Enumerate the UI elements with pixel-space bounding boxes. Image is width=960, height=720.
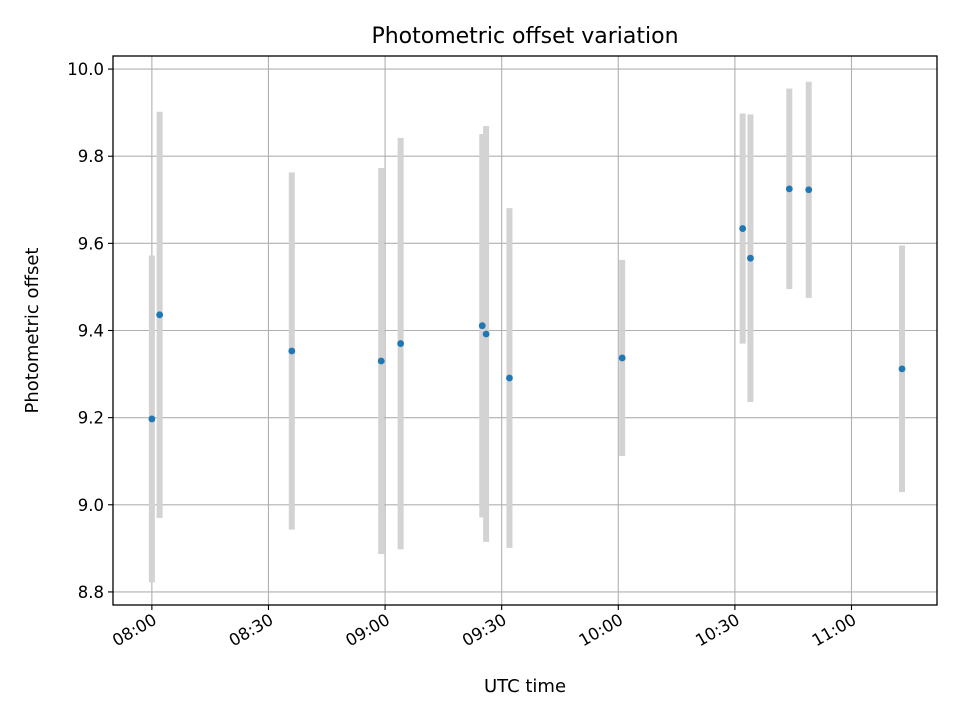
grid-layer <box>113 56 937 605</box>
data-point <box>739 225 747 232</box>
y-axis-label: Photometric offset <box>22 248 43 414</box>
y-tick-label: 9.0 <box>78 496 104 515</box>
data-point <box>156 311 164 319</box>
y-tick-label: 9.8 <box>78 147 104 166</box>
data-point <box>506 374 513 382</box>
x-tick-label: 09:30 <box>459 610 510 650</box>
chart-title: Photometric offset variation <box>371 24 678 49</box>
y-tick-label: 8.8 <box>78 583 104 602</box>
x-tick-label: 08:30 <box>226 610 277 650</box>
data-point <box>618 354 626 362</box>
data-point <box>377 357 385 365</box>
x-tick-label: 11:00 <box>809 610 860 650</box>
data-point <box>785 185 793 193</box>
data-point <box>148 415 156 423</box>
data-point <box>397 340 405 347</box>
y-tick-label: 9.6 <box>78 234 104 253</box>
data-point <box>478 322 486 330</box>
y-tick-label: 9.4 <box>78 322 104 341</box>
x-tick-label: 10:30 <box>692 610 743 650</box>
x-tick-label: 08:00 <box>109 610 160 650</box>
data-point <box>288 347 296 355</box>
x-tick-label: 10:00 <box>576 610 627 650</box>
errorbar-layer <box>148 81 906 583</box>
y-tick-label: 10.0 <box>67 60 104 79</box>
y-tick-label: 9.2 <box>78 409 104 428</box>
data-point <box>747 254 754 262</box>
data-point <box>482 330 490 338</box>
point-layer <box>148 185 906 423</box>
x-axis-label: UTC time <box>484 676 566 697</box>
data-point <box>805 186 813 194</box>
data-point <box>898 365 906 373</box>
x-tick-label: 09:00 <box>342 610 393 650</box>
